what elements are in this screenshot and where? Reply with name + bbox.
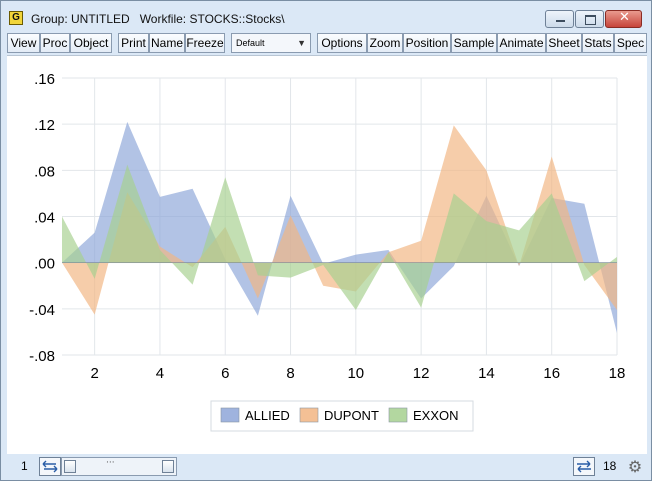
close-icon: ✕ [619, 10, 630, 25]
sample-right-arrows-button[interactable] [573, 457, 595, 476]
name-button[interactable]: Name [149, 33, 185, 53]
y-tick-label: -.08 [29, 348, 55, 365]
zoom-button[interactable]: Zoom [367, 33, 403, 53]
chevron-down-icon: ▼ [297, 38, 306, 48]
sample-end-value: 18 [603, 459, 617, 473]
sample-button[interactable]: Sample [451, 33, 497, 53]
x-tick-label: 10 [347, 365, 364, 382]
legend-allied-label: ALLIED [245, 408, 290, 423]
swap-arrows-icon [577, 460, 591, 473]
legend-exxon-label: EXXON [413, 408, 459, 423]
spec-button[interactable]: Spec [614, 33, 647, 53]
legend-exxon-swatch [388, 407, 408, 423]
close-button[interactable]: ✕ [605, 10, 642, 28]
x-tick-label: 12 [413, 365, 430, 382]
y-tick-label: -.04 [29, 302, 55, 319]
exxon-area [62, 164, 617, 310]
object-button[interactable]: Object [70, 33, 112, 53]
freeze-button[interactable]: Freeze [185, 33, 225, 53]
allied-area [62, 121, 617, 334]
sample-range-slider[interactable]: ··· [61, 457, 177, 476]
maximize-icon [585, 15, 596, 25]
sample-status-bar: 1 ··· 18 ⚙ [1, 454, 651, 480]
template-select[interactable]: Default ▼ [231, 33, 311, 53]
sample-start-value: 1 [21, 459, 28, 473]
y-tick-label: .08 [34, 163, 55, 180]
view-button[interactable]: View [7, 33, 40, 53]
graph-area[interactable]: .16 .12 .08 .04 .00 -.04 -.08 2 4 6 8 10 12 14 16 18 ALL… [7, 55, 647, 454]
y-tick-label: .00 [34, 256, 55, 273]
stats-button[interactable]: Stats [582, 33, 614, 53]
y-tick-label: .12 [34, 117, 55, 134]
legend-dupont-label: DUPONT [324, 408, 379, 423]
minimize-button[interactable] [545, 10, 574, 28]
slider-end-handle[interactable] [162, 460, 174, 473]
x-tick-label: 18 [609, 365, 626, 382]
x-tick-label: 6 [221, 365, 229, 382]
x-tick-label: 4 [156, 365, 164, 382]
y-tick-label: .04 [34, 210, 55, 227]
swap-arrows-icon [42, 460, 58, 473]
dupont-area [62, 125, 617, 315]
options-button[interactable]: Options [317, 33, 367, 53]
print-button[interactable]: Print [118, 33, 149, 53]
legend-allied-swatch [220, 407, 240, 423]
group-app-icon: G [9, 11, 23, 25]
window-title: Group: UNTITLED Workfile: STOCKS::Stocks… [31, 12, 285, 26]
area-chart: .16 .12 .08 .04 .00 -.04 -.08 2 4 6 8 10 12 14 16 18 ALL… [29, 71, 626, 432]
template-select-value: Default [236, 38, 265, 48]
maximize-button[interactable] [575, 10, 604, 28]
x-tick-label: 2 [90, 365, 98, 382]
x-tick-label: 8 [286, 365, 294, 382]
gear-icon[interactable]: ⚙ [627, 457, 643, 476]
sheet-button[interactable]: Sheet [546, 33, 582, 53]
toolbar: View Proc Object Print Name Freeze Defau… [7, 33, 647, 53]
sample-left-arrows-button[interactable] [39, 457, 61, 476]
slider-start-handle[interactable] [64, 460, 76, 473]
x-tick-label: 14 [478, 365, 495, 382]
title-bar[interactable]: G Group: UNTITLED Workfile: STOCKS::Stoc… [1, 1, 651, 31]
x-tick-label: 16 [543, 365, 560, 382]
animate-button[interactable]: Animate [497, 33, 546, 53]
slider-grip-icon: ··· [106, 458, 115, 468]
minimize-icon [556, 20, 565, 22]
legend-dupont-swatch [299, 407, 319, 423]
y-tick-label: .16 [34, 71, 55, 88]
legend-box [210, 400, 474, 432]
proc-button[interactable]: Proc [40, 33, 70, 53]
position-button[interactable]: Position [403, 33, 451, 53]
